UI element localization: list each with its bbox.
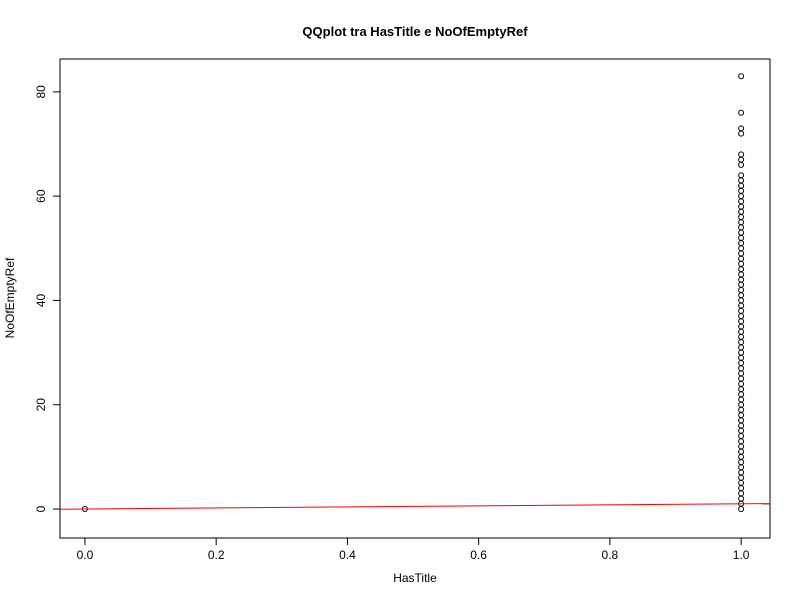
point	[738, 260, 745, 267]
point	[738, 302, 745, 309]
reference-line	[59, 503, 771, 510]
point	[738, 427, 745, 434]
point	[738, 323, 745, 330]
point	[738, 187, 745, 194]
y-axis-label: NoOfEmptyRef	[3, 257, 17, 338]
x-tick-label: 0.8	[602, 548, 619, 562]
point	[738, 433, 745, 440]
point	[738, 396, 745, 403]
point	[738, 193, 745, 200]
chart-title: QQplot tra HasTitle e NoOfEmptyRef	[302, 24, 528, 39]
point	[738, 412, 745, 419]
y-tick-label: 40	[34, 293, 48, 307]
point	[738, 422, 745, 429]
point	[738, 156, 745, 163]
point	[738, 240, 745, 247]
point	[738, 276, 745, 283]
point	[738, 234, 745, 241]
point	[738, 406, 745, 413]
point	[738, 208, 745, 215]
point	[738, 479, 745, 486]
point	[738, 125, 745, 132]
point	[738, 250, 745, 257]
point	[738, 266, 745, 273]
point	[738, 417, 745, 424]
point	[738, 161, 745, 168]
x-tick-label: 0.4	[339, 548, 356, 562]
point	[738, 339, 745, 346]
point	[738, 459, 745, 466]
x-tick-label: 1.0	[733, 548, 750, 562]
point	[738, 203, 745, 210]
point	[738, 73, 745, 80]
point	[738, 490, 745, 497]
point	[738, 448, 745, 455]
point	[738, 255, 745, 262]
point	[738, 469, 745, 476]
point	[738, 172, 745, 179]
point	[738, 370, 745, 377]
point	[738, 380, 745, 387]
point	[738, 130, 745, 137]
x-axis-label: HasTitle	[393, 571, 437, 585]
point	[738, 281, 745, 288]
point	[738, 307, 745, 314]
point	[738, 349, 745, 356]
y-tick-label: 60	[34, 189, 48, 203]
y-tick-label: 0	[34, 505, 48, 512]
point	[738, 344, 745, 351]
point	[738, 386, 745, 393]
point	[738, 151, 745, 158]
point	[738, 391, 745, 398]
y-tick-label: 80	[34, 85, 48, 99]
x-tick-label: 0.0	[77, 548, 94, 562]
point	[738, 354, 745, 361]
point	[738, 177, 745, 184]
point	[738, 287, 745, 294]
x-tick-label: 0.6	[470, 548, 487, 562]
point	[738, 297, 745, 304]
point	[738, 245, 745, 252]
point	[738, 229, 745, 236]
point	[738, 224, 745, 231]
point	[738, 365, 745, 372]
point	[738, 495, 745, 502]
point	[738, 313, 745, 320]
y-tick-label: 20	[34, 398, 48, 412]
point	[738, 438, 745, 445]
point	[738, 328, 745, 335]
point	[738, 333, 745, 340]
point	[738, 506, 745, 513]
point	[738, 318, 745, 325]
point	[738, 453, 745, 460]
point	[738, 401, 745, 408]
point	[738, 485, 745, 492]
point	[738, 271, 745, 278]
point	[738, 464, 745, 471]
point	[738, 182, 745, 189]
point	[738, 375, 745, 382]
point	[738, 213, 745, 220]
point	[738, 474, 745, 481]
plot-frame	[59, 58, 771, 539]
point	[738, 109, 745, 116]
x-tick-label: 0.2	[208, 548, 225, 562]
point	[738, 292, 745, 299]
point	[738, 219, 745, 226]
point	[738, 360, 745, 367]
point	[738, 198, 745, 205]
point	[738, 443, 745, 450]
